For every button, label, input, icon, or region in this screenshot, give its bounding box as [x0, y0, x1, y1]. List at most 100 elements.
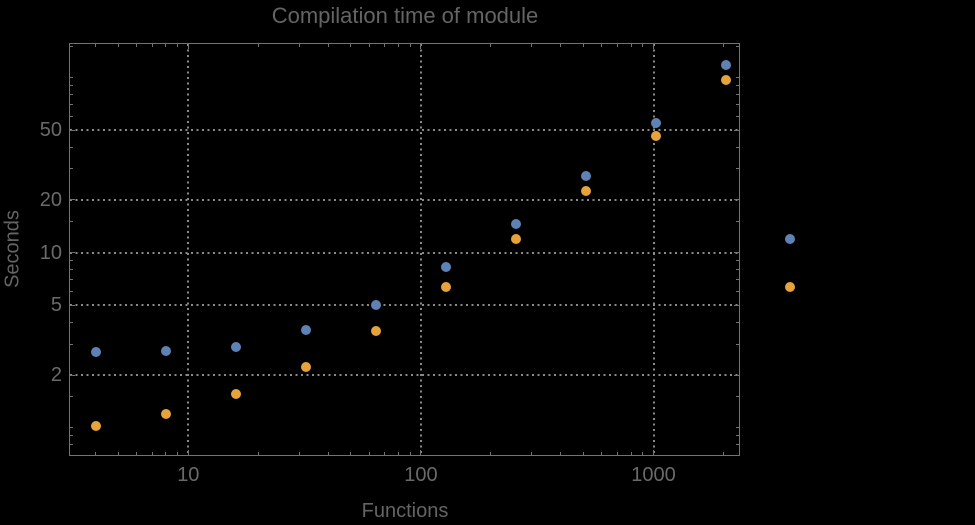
data-point-series-2-x1024 — [650, 130, 661, 141]
y-tick-mark — [70, 444, 73, 446]
x-tick-mark — [368, 44, 370, 47]
x-tick-mark — [257, 452, 259, 455]
data-point-series-1-x128 — [440, 262, 451, 273]
y-tick-mark — [70, 168, 73, 170]
y-tick-label-20: 20 — [39, 188, 62, 211]
y-tick-mark — [736, 76, 739, 78]
x-tick-mark — [531, 44, 533, 47]
data-point-series-1-x32 — [300, 324, 311, 335]
y-tick-mark — [70, 45, 73, 47]
x-tick-mark — [653, 450, 655, 455]
x-tick-mark — [298, 452, 300, 455]
data-point-series-1-x256 — [510, 219, 521, 230]
x-tick-mark — [257, 44, 259, 47]
data-point-series-1-x512 — [580, 171, 591, 182]
y-tick-mark — [736, 93, 739, 95]
x-tick-mark — [601, 452, 603, 455]
x-tick-mark — [642, 44, 644, 47]
y-tick-mark — [736, 343, 739, 345]
gridline-x-10 — [187, 44, 190, 455]
x-tick-mark — [617, 44, 618, 47]
y-tick-mark — [734, 304, 739, 306]
y-tick-mark — [70, 199, 75, 201]
data-point-series-2-x64 — [370, 325, 381, 336]
gridline-y-5 — [70, 304, 739, 307]
x-tick-mark — [350, 452, 352, 455]
x-tick-mark — [151, 452, 153, 455]
y-tick-mark — [736, 435, 739, 437]
y-tick-label-50: 50 — [39, 119, 62, 142]
x-tick-mark — [187, 44, 189, 49]
x-tick-mark — [583, 452, 585, 455]
y-tick-label-5: 5 — [50, 294, 62, 317]
y-tick-mark — [736, 104, 739, 105]
y-tick-mark — [70, 76, 73, 78]
data-point-series-1-x2048 — [720, 59, 731, 70]
x-tick-mark — [630, 44, 632, 47]
x-tick-mark — [177, 44, 179, 47]
x-tick-mark — [409, 44, 411, 47]
x-tick-mark — [384, 452, 386, 455]
x-tick-mark — [350, 44, 352, 47]
x-tick-mark — [409, 452, 411, 455]
gridline-y-50 — [70, 129, 739, 132]
y-tick-mark — [736, 269, 739, 271]
y-tick-mark — [70, 279, 73, 281]
x-tick-mark — [723, 44, 725, 47]
x-tick-mark — [165, 452, 167, 455]
x-axis-label: Functions — [361, 500, 449, 522]
y-tick-mark — [70, 93, 73, 95]
y-tick-mark — [736, 115, 739, 117]
data-point-series-1-x8 — [160, 345, 171, 356]
y-tick-mark — [70, 129, 75, 131]
y-tick-mark — [70, 396, 73, 398]
x-tick-mark — [95, 452, 97, 455]
x-tick-mark — [151, 44, 153, 47]
y-tick-mark — [736, 279, 739, 281]
data-point-series-2-x2048 — [720, 74, 731, 85]
data-point-series-2-x256 — [510, 234, 521, 245]
legend-marker-series-1 — [785, 234, 795, 244]
y-tick-mark — [734, 199, 739, 201]
x-tick-mark — [560, 452, 562, 455]
x-tick-mark — [177, 452, 179, 455]
y-tick-mark — [70, 304, 75, 306]
x-tick-mark — [298, 44, 300, 47]
data-point-series-2-x16 — [230, 389, 241, 400]
y-tick-mark — [70, 427, 73, 429]
data-point-series-1-x1024 — [650, 117, 661, 128]
y-tick-mark — [734, 129, 739, 131]
x-tick-mark — [136, 452, 138, 455]
y-tick-mark — [70, 290, 73, 292]
y-tick-mark — [734, 252, 739, 254]
y-tick-label-2: 2 — [50, 364, 62, 387]
y-tick-mark — [70, 221, 73, 223]
x-tick-mark — [136, 44, 138, 47]
y-tick-mark — [736, 260, 739, 262]
x-tick-mark — [531, 452, 533, 455]
x-tick-mark — [327, 44, 329, 47]
gridline-y-20 — [70, 198, 739, 201]
y-tick-mark — [736, 290, 739, 292]
x-tick-label-1000: 1000 — [631, 464, 676, 486]
gridline-y-10 — [70, 251, 739, 254]
y-tick-mark — [736, 444, 739, 446]
x-tick-label-100: 100 — [404, 464, 438, 486]
x-tick-mark — [117, 452, 119, 455]
x-tick-mark — [117, 44, 119, 47]
x-tick-mark — [490, 452, 492, 455]
y-tick-mark — [70, 343, 73, 345]
y-tick-mark — [70, 269, 73, 271]
data-point-series-2-x4 — [90, 421, 101, 432]
y-tick-mark — [70, 252, 75, 254]
y-tick-mark — [736, 221, 739, 223]
chart-title: Compilation time of module — [271, 3, 539, 28]
y-tick-mark — [70, 374, 75, 376]
x-tick-mark — [187, 450, 189, 455]
y-tick-mark — [734, 374, 739, 376]
data-point-series-2-x8 — [160, 408, 171, 419]
y-tick-mark — [70, 321, 73, 323]
gridline-x-100 — [419, 44, 422, 455]
gridline-x-1000 — [652, 44, 655, 455]
plot-frame — [69, 43, 740, 456]
